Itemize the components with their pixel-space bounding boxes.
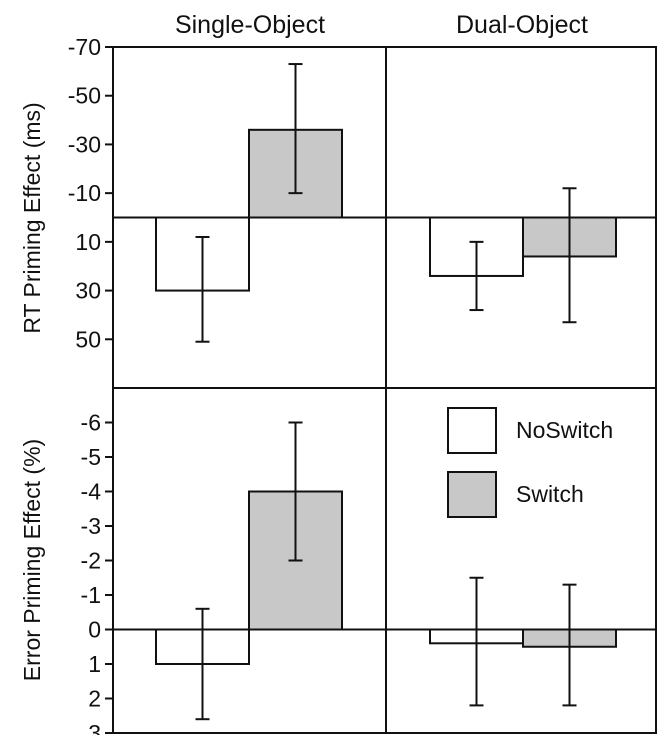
y-tick-label: -10 — [68, 180, 101, 206]
y-tick-label: -50 — [68, 83, 101, 109]
y-tick-label: -2 — [81, 548, 101, 574]
y-tick-label: 10 — [75, 229, 101, 255]
y-tick-label: 3 — [88, 720, 101, 735]
ylabel-error: Error Priming Effect (%) — [19, 439, 45, 681]
legend: NoSwitch Switch — [447, 407, 613, 518]
y-tick-label: -4 — [81, 479, 102, 505]
plot-frame — [112, 46, 657, 734]
y-tick-label: -1 — [81, 582, 101, 608]
y-tick-label: 50 — [75, 326, 101, 352]
y-tick-label: -70 — [68, 34, 101, 60]
legend-swatch-switch — [447, 471, 497, 518]
ylabel-rt: RT Priming Effect (ms) — [19, 102, 45, 333]
y-tick-label: 2 — [88, 686, 101, 712]
legend-label-noswitch: NoSwitch — [516, 417, 613, 443]
y-tick-label: -30 — [68, 131, 101, 157]
y-tick-label: -3 — [81, 513, 101, 539]
y-tick-label: -5 — [81, 444, 101, 470]
legend-swatch-noswitch — [447, 407, 497, 454]
column-title-single: Single-Object — [175, 11, 325, 39]
y-tick-label: 0 — [88, 617, 101, 643]
y-tick-label: -6 — [81, 410, 101, 436]
legend-label-switch: Switch — [516, 481, 584, 507]
y-tick-label: 30 — [75, 278, 101, 304]
y-tick-label: 1 — [88, 651, 101, 677]
column-title-dual: Dual-Object — [456, 11, 588, 39]
